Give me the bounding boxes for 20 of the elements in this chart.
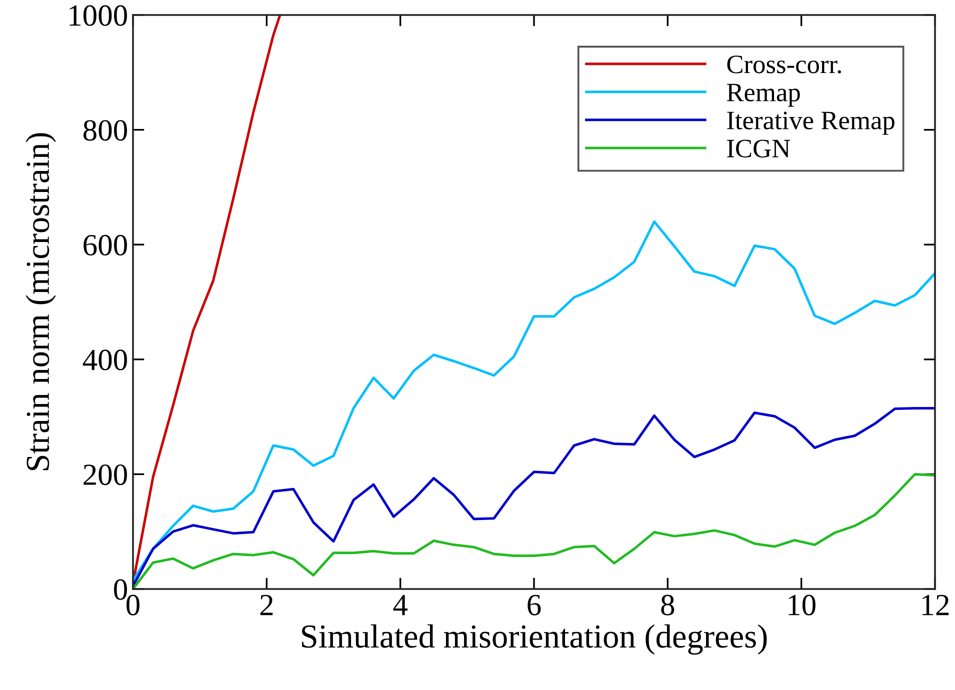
x-tick-label: 2 (260, 594, 273, 616)
y-tick-label: 1000 (70, 5, 127, 26)
y-tick-label: 0 (114, 579, 127, 600)
legend-label: Iterative Remap (727, 112, 894, 135)
y-axis-title: Strain norm (microstrain) (26, 133, 56, 470)
line-series (133, 406, 935, 588)
x-tick-label: 4 (393, 594, 408, 616)
x-tick-label: 12 (922, 594, 949, 616)
y-tick-label: 800 (83, 120, 127, 141)
y-tick-label: 400 (82, 350, 127, 370)
line-series (133, 220, 935, 582)
y-tick-label: 600 (84, 234, 127, 256)
x-tick-label: 8 (661, 594, 674, 616)
y-tick-label: 200 (84, 464, 127, 486)
x-tick-label: 6 (528, 594, 541, 616)
legend-label: Remap (726, 84, 800, 107)
legend-label: ICGN (727, 140, 790, 158)
legend-label: Cross-corr. (727, 56, 841, 74)
x-tick-label: 10 (788, 594, 816, 616)
x-axis-title: Simulated misorientation (degrees) (302, 624, 767, 655)
